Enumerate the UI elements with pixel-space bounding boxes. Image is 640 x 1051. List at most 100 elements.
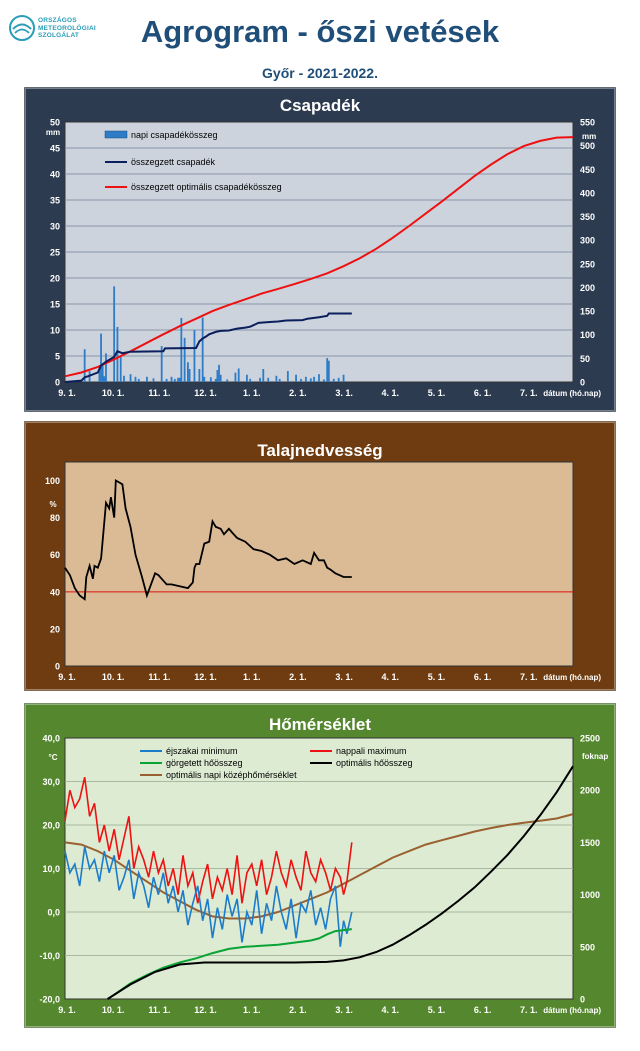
- x-tick-label: 10. 1.: [102, 1005, 125, 1015]
- optimal-precipitation-line: [64, 136, 574, 378]
- precipitation-bar: [286, 371, 289, 382]
- plot-area: [64, 461, 574, 667]
- x-tick-label: 11. 1.: [148, 1005, 170, 1015]
- precipitation-bar: [275, 375, 278, 382]
- precipitation-bar: [249, 378, 252, 382]
- y2-tick-label: 150: [580, 307, 595, 317]
- x-tick-label: 7. 1.: [520, 672, 538, 682]
- meteorological-service-icon: [9, 15, 35, 41]
- y-axis-label: °C: [49, 753, 58, 762]
- legend-label: görgetett hőösszeg: [166, 758, 243, 768]
- x-tick-label: 5. 1.: [428, 1005, 446, 1015]
- y-tick-label: 20: [50, 624, 60, 634]
- legend-label: összegzett optimális csapadékösszeg: [131, 182, 282, 192]
- x-tick-label: 3. 1.: [335, 1005, 353, 1015]
- chart-title: Csapadék: [280, 96, 361, 115]
- precipitation-bar: [113, 286, 116, 382]
- legend-marker: [104, 130, 128, 139]
- precipitation-bar: [226, 379, 229, 382]
- x-tick-label: 4. 1.: [382, 672, 400, 682]
- precipitation-chart: Csapadék05101520253035404550mm0501001502…: [24, 87, 616, 412]
- y2-tick-label: 400: [580, 188, 595, 198]
- precipitation-bar: [278, 378, 281, 382]
- precipitation-bar: [103, 376, 106, 382]
- precipitation-bar: [178, 377, 181, 382]
- precipitation-bar: [332, 378, 335, 382]
- y-tick-label: 30,0: [42, 777, 60, 787]
- precipitation-bar: [295, 374, 297, 382]
- page-subtitle: Győr - 2021-2022.: [262, 65, 378, 81]
- x-tick-label: 10. 1.: [102, 388, 125, 398]
- y2-axis-label: foknap: [582, 752, 608, 761]
- precipitation-bar: [342, 374, 345, 382]
- y-tick-label: 5: [55, 352, 60, 362]
- x-tick-label: 12. 1.: [194, 388, 217, 398]
- x-tick-label: 9. 1.: [58, 388, 76, 398]
- x-tick-label: 2. 1.: [289, 672, 307, 682]
- x-tick-label: 7. 1.: [520, 388, 538, 398]
- legend-label: optimális napi középhőmérséklet: [166, 770, 297, 780]
- x-tick-label: 2. 1.: [289, 388, 307, 398]
- x-tick-label: 11. 1.: [148, 672, 170, 682]
- soil-moisture-panel: Talajnedvesség 0 20 40 60 80 100% 9. 1. 10. 1. 11…: [24, 421, 616, 691]
- legend-label: optimális hőösszeg: [336, 758, 413, 768]
- y2-tick-label: 1500: [580, 838, 600, 848]
- precipitation-bar: [327, 360, 330, 382]
- precipitation-bar: [201, 317, 204, 382]
- x-axis-label: dátum (hó.nap): [543, 1006, 601, 1015]
- y-tick-label: 20: [50, 274, 60, 284]
- precipitation-bar: [137, 378, 140, 382]
- precipitation-bar: [262, 369, 265, 382]
- x-tick-label: 3. 1.: [335, 672, 353, 682]
- precipitation-bar: [170, 376, 173, 382]
- y-tick-label: 40,0: [42, 734, 60, 744]
- y-tick-label: 10,0: [42, 864, 60, 874]
- precipitation-bar: [209, 377, 212, 382]
- day-maximum-line: [64, 777, 353, 904]
- precipitation-bar: [146, 376, 148, 382]
- x-tick-label: 4. 1.: [382, 388, 400, 398]
- soil-moisture-line: [64, 478, 352, 601]
- y-tick-label: 45: [50, 144, 60, 154]
- temperature-chart: Hőmérséklet -20,0 -10,0 0,0 10,0 20,0 30,0 40,0…: [24, 703, 616, 1028]
- y-tick-label: -20,0: [39, 995, 60, 1005]
- optimal-mean-temperature-line: [64, 813, 574, 920]
- legend-label: nappali maximum: [336, 746, 407, 756]
- y-tick-label: -10,0: [39, 951, 60, 961]
- precipitation-bar: [134, 376, 137, 382]
- y2-tick-label: 350: [580, 212, 595, 222]
- y2-tick-label: 500: [580, 141, 595, 151]
- precipitation-bar: [323, 379, 325, 382]
- x-tick-label: 6. 1.: [474, 388, 492, 398]
- cumulative-precipitation-line: [64, 312, 352, 383]
- legend-label: éjszakai minimum: [166, 746, 238, 756]
- precipitation-bar: [152, 378, 155, 382]
- precipitation-bar: [101, 365, 104, 382]
- x-tick-label: 5. 1.: [428, 388, 446, 398]
- precipitation-bar: [119, 357, 122, 382]
- y-tick-label: 100: [45, 476, 60, 486]
- y2-axis-label: mm: [582, 132, 596, 141]
- x-tick-label: 12. 1.: [194, 672, 217, 682]
- soil-moisture-chart: Talajnedvesség 0 20 40 60 80 100% 9. 1. 10. 1. 11…: [24, 421, 616, 691]
- logo-line-2: METEOROLÓGIAI: [38, 24, 96, 32]
- x-tick-label: 11. 1.: [148, 388, 170, 398]
- logo: ORSZÁGOS METEOROLÓGIAI SZOLGÁLAT: [8, 14, 118, 54]
- x-tick-label: 12. 1.: [194, 1005, 217, 1015]
- precipitation-bar: [105, 353, 107, 382]
- precipitation-bar: [216, 370, 219, 382]
- precipitation-bar: [313, 376, 315, 382]
- y-tick-label: 15: [50, 300, 60, 310]
- precipitation-bar: [123, 375, 125, 382]
- precipitation-bar: [177, 377, 179, 382]
- logo-text: ORSZÁGOS METEOROLÓGIAI SZOLGÁLAT: [38, 17, 96, 40]
- x-tick-label: 9. 1.: [58, 672, 76, 682]
- y2-tick-label: 1000: [580, 890, 600, 900]
- y2-tick-label: 0: [580, 995, 585, 1005]
- y2-tick-label: 200: [580, 283, 595, 293]
- precipitation-bar: [309, 378, 312, 382]
- precipitation-bar: [173, 378, 176, 382]
- logo-line-3: SZOLGÁLAT: [38, 32, 80, 39]
- y-tick-label: 0,0: [47, 908, 60, 918]
- y-tick-label: 30: [50, 222, 60, 232]
